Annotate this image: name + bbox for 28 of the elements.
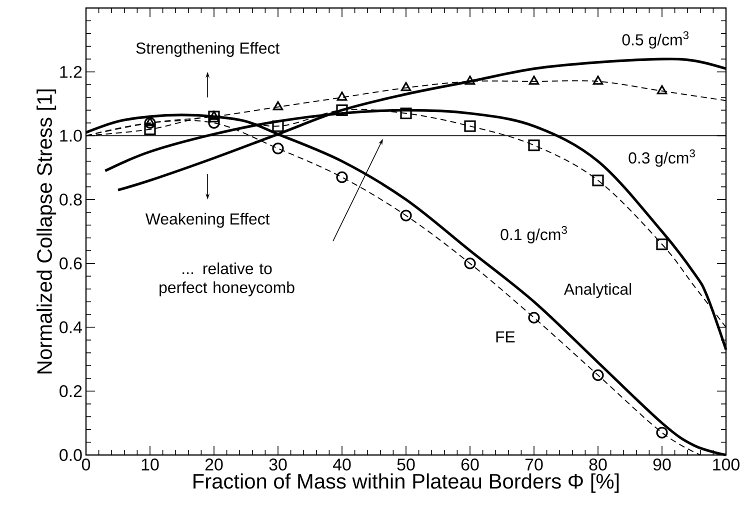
annotation: FE	[496, 331, 515, 342]
x-axis-title: Fraction of Mass within Plateau Borders Φ [%]	[194, 473, 619, 493]
y-tick-label: 1.2	[60, 66, 82, 78]
annotation: 0.3 g/cm$^{3}$	[628, 149, 695, 167]
annotation: 0.1 g/cm$^{3}$	[500, 226, 567, 244]
annotation: Strengthening Effect	[136, 42, 280, 57]
y-tick-label: 0.2	[60, 385, 82, 398]
annotation: Weakening Effect	[145, 212, 270, 228]
x-tick-label: 50	[397, 458, 415, 471]
x-tick-label: 100	[713, 458, 740, 471]
y-tick-label: 0.4	[60, 321, 82, 334]
y-tick-label: 0.6	[60, 257, 82, 270]
x-tick-label: 70	[525, 458, 543, 471]
y-tick-label: 0.0	[60, 449, 82, 462]
y-tick-label: 1.0	[60, 130, 82, 142]
x-tick-label: 80	[589, 458, 607, 471]
y-tick-label: 0.8	[60, 194, 82, 206]
y-axis-title: Normalized Collapse Stress [1]	[36, 89, 56, 374]
x-tick-label: 30	[269, 458, 287, 471]
x-tick-label: 10	[142, 458, 159, 471]
annotation: 0.5 g/cm$^{3}$	[622, 31, 689, 49]
x-tick-label: 60	[461, 458, 479, 471]
annotation: Analytical	[564, 283, 632, 298]
x-tick-label: 90	[653, 458, 671, 471]
annotation: ... relative to perfect honeycomb	[160, 262, 294, 296]
x-tick-label: 40	[332, 458, 351, 471]
x-tick-label: 20	[205, 458, 223, 471]
x-tick-label: 0	[82, 458, 90, 471]
